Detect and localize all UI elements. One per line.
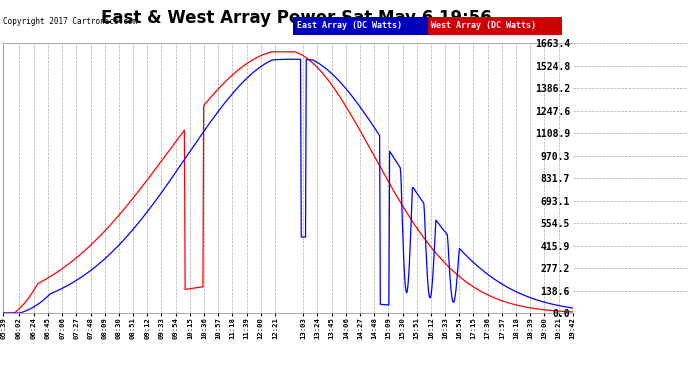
Text: Copyright 2017 Cartronics.com: Copyright 2017 Cartronics.com bbox=[3, 17, 137, 26]
Text: West Array (DC Watts): West Array (DC Watts) bbox=[431, 21, 536, 30]
Text: East & West Array Power Sat May 6 19:56: East & West Array Power Sat May 6 19:56 bbox=[101, 9, 492, 27]
Text: East Array (DC Watts): East Array (DC Watts) bbox=[297, 21, 402, 30]
